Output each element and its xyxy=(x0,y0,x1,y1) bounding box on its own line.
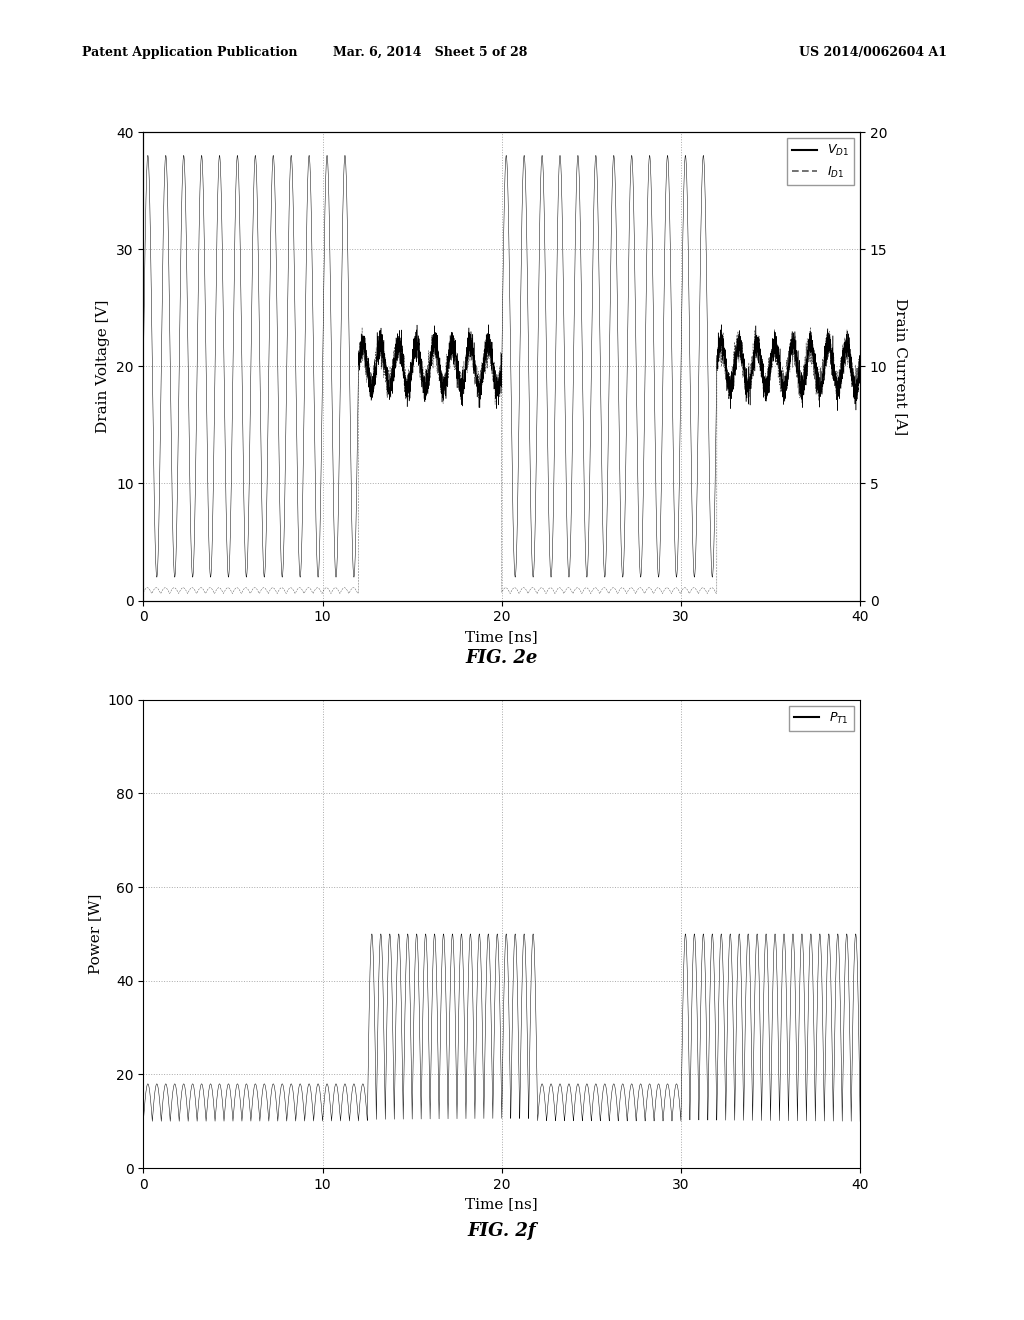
X-axis label: Time [ns]: Time [ns] xyxy=(466,1197,538,1212)
Text: US 2014/0062604 A1: US 2014/0062604 A1 xyxy=(799,46,947,59)
Text: FIG. 2f: FIG. 2f xyxy=(467,1222,537,1241)
Y-axis label: Drain Voltage [V]: Drain Voltage [V] xyxy=(96,300,111,433)
Legend: $V_{D1}$, $I_{D1}$: $V_{D1}$, $I_{D1}$ xyxy=(786,139,854,185)
X-axis label: Time [ns]: Time [ns] xyxy=(466,630,538,644)
Legend: $P_{T1}$: $P_{T1}$ xyxy=(790,706,854,731)
Y-axis label: Power [W]: Power [W] xyxy=(88,894,101,974)
Text: Mar. 6, 2014   Sheet 5 of 28: Mar. 6, 2014 Sheet 5 of 28 xyxy=(333,46,527,59)
Y-axis label: Drain Current [A]: Drain Current [A] xyxy=(894,298,908,434)
Text: FIG. 2e: FIG. 2e xyxy=(466,649,538,668)
Text: Patent Application Publication: Patent Application Publication xyxy=(82,46,297,59)
